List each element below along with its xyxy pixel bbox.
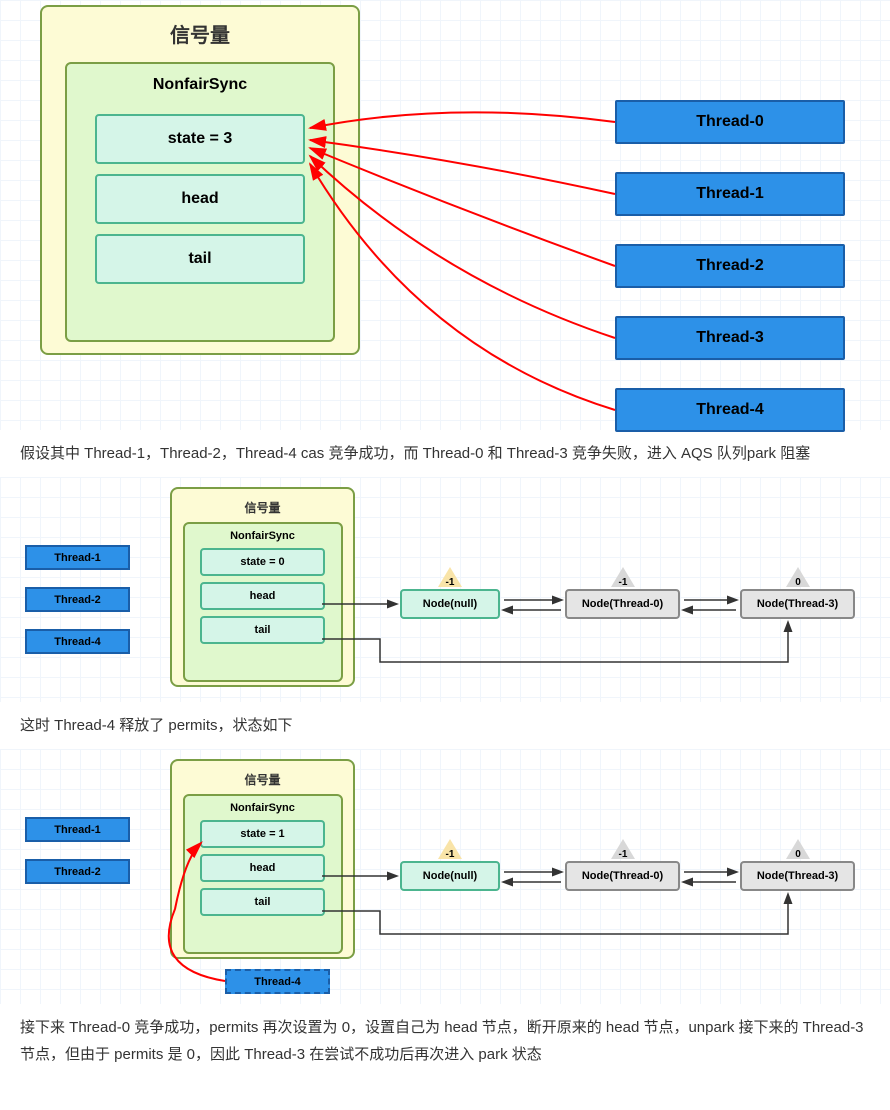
text-2: 这时 Thread-4 释放了 permits，状态如下 bbox=[0, 702, 890, 749]
thread-3: Thread-3 bbox=[615, 316, 845, 360]
d2-node-1-wrap: Node(Thread-0) -1 bbox=[565, 589, 680, 619]
d3-node-2-wrap: Node(Thread-3) 0 bbox=[740, 861, 855, 891]
state-box-3: state = 1 bbox=[200, 820, 325, 848]
semaphore-title-2: 信号量 bbox=[244, 499, 280, 516]
semaphore-box: 信号量 NonfairSync state = 3 head tail bbox=[40, 5, 360, 355]
sync-title: NonfairSync bbox=[153, 76, 247, 94]
head-box-2: head bbox=[200, 582, 325, 610]
diagram-3: 信号量 NonfairSync state = 1 head tail Thre… bbox=[0, 749, 890, 1004]
thread-0: Thread-0 bbox=[615, 100, 845, 144]
d3-badge-2: 0 bbox=[786, 849, 810, 860]
text-1: 假设其中 Thread-1，Thread-2，Thread-4 cas 竞争成功… bbox=[0, 430, 890, 477]
tail-box: tail bbox=[95, 234, 305, 284]
thread-4: Thread-4 bbox=[615, 388, 845, 432]
semaphore-box-3: 信号量 NonfairSync state = 1 head tail bbox=[170, 759, 355, 959]
tail-box-3: tail bbox=[200, 888, 325, 916]
d3-badge-0: -1 bbox=[438, 849, 462, 860]
head-box: head bbox=[95, 174, 305, 224]
semaphore-box-2: 信号量 NonfairSync state = 0 head tail bbox=[170, 487, 355, 687]
nonfairsync-box-2: NonfairSync state = 0 head tail bbox=[183, 522, 343, 682]
d3-node-2: Node(Thread-3) bbox=[740, 861, 855, 891]
d3-node-0-wrap: Node(null) -1 bbox=[400, 861, 500, 891]
d3-badge-1: -1 bbox=[611, 849, 635, 860]
text-3: 接下来 Thread-0 竞争成功，permits 再次设置为 0，设置自己为 … bbox=[0, 1004, 890, 1078]
state-box: state = 3 bbox=[95, 114, 305, 164]
d2-thread-4: Thread-4 bbox=[25, 629, 130, 654]
d3-thread-2: Thread-2 bbox=[25, 859, 130, 884]
d2-badge-1: -1 bbox=[611, 577, 635, 588]
tail-box-2: tail bbox=[200, 616, 325, 644]
state-box-2: state = 0 bbox=[200, 548, 325, 576]
nonfairsync-box: NonfairSync state = 3 head tail bbox=[65, 62, 335, 342]
diagram-1: 信号量 NonfairSync state = 3 head tail Thre… bbox=[0, 0, 890, 430]
d3-node-0: Node(null) bbox=[400, 861, 500, 891]
d3-thread-1: Thread-1 bbox=[25, 817, 130, 842]
semaphore-title-3: 信号量 bbox=[244, 771, 280, 788]
d2-node-1: Node(Thread-0) bbox=[565, 589, 680, 619]
thread-2: Thread-2 bbox=[615, 244, 845, 288]
d3-node-1-wrap: Node(Thread-0) -1 bbox=[565, 861, 680, 891]
thread-1: Thread-1 bbox=[615, 172, 845, 216]
d3-thread-4: Thread-4 bbox=[225, 969, 330, 994]
semaphore-title: 信号量 bbox=[170, 19, 230, 48]
sync-title-2: NonfairSync bbox=[230, 530, 295, 542]
diagram-2: 信号量 NonfairSync state = 0 head tail Thre… bbox=[0, 477, 890, 702]
d2-badge-0: -1 bbox=[438, 577, 462, 588]
d2-node-2-wrap: Node(Thread-3) 0 bbox=[740, 589, 855, 619]
head-box-3: head bbox=[200, 854, 325, 882]
d2-thread-1: Thread-1 bbox=[25, 545, 130, 570]
d2-node-0: Node(null) bbox=[400, 589, 500, 619]
nonfairsync-box-3: NonfairSync state = 1 head tail bbox=[183, 794, 343, 954]
d2-thread-2: Thread-2 bbox=[25, 587, 130, 612]
d3-node-1: Node(Thread-0) bbox=[565, 861, 680, 891]
sync-title-3: NonfairSync bbox=[230, 802, 295, 814]
d2-badge-2: 0 bbox=[786, 577, 810, 588]
d2-node-2: Node(Thread-3) bbox=[740, 589, 855, 619]
d2-node-0-wrap: Node(null) -1 bbox=[400, 589, 500, 619]
